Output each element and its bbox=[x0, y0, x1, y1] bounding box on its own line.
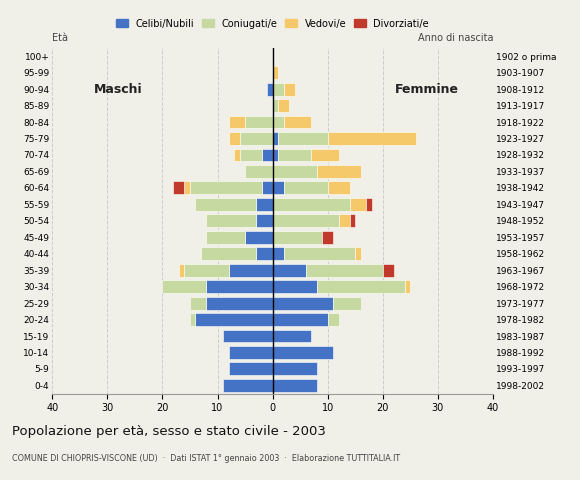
Bar bbox=[328, 132, 416, 145]
Bar bbox=[256, 198, 273, 211]
Bar bbox=[206, 297, 273, 310]
Bar bbox=[223, 379, 273, 392]
Bar bbox=[201, 247, 256, 260]
Bar bbox=[223, 330, 273, 342]
Bar bbox=[273, 264, 306, 276]
Bar bbox=[273, 297, 333, 310]
Bar bbox=[190, 181, 262, 194]
Bar bbox=[284, 181, 328, 194]
Bar bbox=[229, 116, 245, 129]
Text: Età: Età bbox=[52, 33, 68, 43]
Bar bbox=[273, 313, 328, 326]
Bar bbox=[273, 198, 350, 211]
Bar bbox=[273, 247, 284, 260]
Bar bbox=[311, 148, 339, 161]
Bar bbox=[262, 181, 273, 194]
Bar bbox=[256, 215, 273, 227]
Bar bbox=[190, 297, 206, 310]
Bar bbox=[273, 66, 278, 79]
Bar bbox=[245, 165, 273, 178]
Bar bbox=[273, 181, 284, 194]
Bar bbox=[278, 99, 289, 112]
Bar bbox=[262, 148, 273, 161]
Bar bbox=[267, 83, 273, 96]
Bar bbox=[355, 247, 361, 260]
Bar bbox=[184, 264, 229, 276]
Bar bbox=[284, 83, 295, 96]
Bar bbox=[229, 346, 273, 359]
Bar bbox=[284, 247, 355, 260]
Text: Anno di nascita: Anno di nascita bbox=[418, 33, 493, 43]
Bar bbox=[350, 215, 355, 227]
Bar bbox=[273, 231, 322, 244]
Text: Femmine: Femmine bbox=[395, 83, 459, 96]
Bar bbox=[383, 264, 394, 276]
Bar bbox=[273, 148, 278, 161]
Bar bbox=[339, 215, 350, 227]
Bar bbox=[234, 148, 240, 161]
Bar bbox=[350, 198, 367, 211]
Bar bbox=[273, 99, 278, 112]
Bar bbox=[278, 132, 328, 145]
Bar bbox=[229, 132, 240, 145]
Bar bbox=[273, 83, 284, 96]
Text: Popolazione per età, sesso e stato civile - 2003: Popolazione per età, sesso e stato civil… bbox=[12, 425, 325, 438]
Bar bbox=[229, 264, 273, 276]
Bar bbox=[273, 379, 317, 392]
Bar bbox=[322, 231, 333, 244]
Bar bbox=[190, 313, 195, 326]
Bar bbox=[273, 346, 333, 359]
Bar bbox=[179, 264, 184, 276]
Bar bbox=[240, 148, 262, 161]
Legend: Celibi/Nubili, Coniugati/e, Vedovi/e, Divorziati/e: Celibi/Nubili, Coniugati/e, Vedovi/e, Di… bbox=[113, 15, 433, 33]
Bar bbox=[229, 362, 273, 375]
Bar bbox=[273, 280, 317, 293]
Bar bbox=[206, 215, 256, 227]
Bar bbox=[206, 280, 273, 293]
Bar bbox=[184, 181, 190, 194]
Bar bbox=[317, 280, 405, 293]
Bar bbox=[317, 165, 361, 178]
Bar bbox=[328, 313, 339, 326]
Bar bbox=[245, 231, 273, 244]
Bar bbox=[273, 132, 278, 145]
Bar bbox=[278, 148, 311, 161]
Bar bbox=[206, 231, 245, 244]
Bar bbox=[256, 247, 273, 260]
Bar bbox=[273, 215, 339, 227]
Bar bbox=[306, 264, 383, 276]
Bar bbox=[162, 280, 206, 293]
Text: COMUNE DI CHIOPRIS-VISCONE (UD)  ·  Dati ISTAT 1° gennaio 2003  ·  Elaborazione : COMUNE DI CHIOPRIS-VISCONE (UD) · Dati I… bbox=[12, 454, 400, 463]
Bar bbox=[367, 198, 372, 211]
Bar bbox=[240, 132, 273, 145]
Bar bbox=[273, 330, 311, 342]
Bar bbox=[273, 165, 317, 178]
Text: Maschi: Maschi bbox=[94, 83, 143, 96]
Bar bbox=[245, 116, 273, 129]
Bar bbox=[405, 280, 411, 293]
Bar bbox=[173, 181, 184, 194]
Bar bbox=[333, 297, 361, 310]
Bar bbox=[273, 116, 284, 129]
Bar bbox=[195, 313, 273, 326]
Bar bbox=[195, 198, 256, 211]
Bar bbox=[273, 362, 317, 375]
Bar bbox=[284, 116, 311, 129]
Bar bbox=[328, 181, 350, 194]
